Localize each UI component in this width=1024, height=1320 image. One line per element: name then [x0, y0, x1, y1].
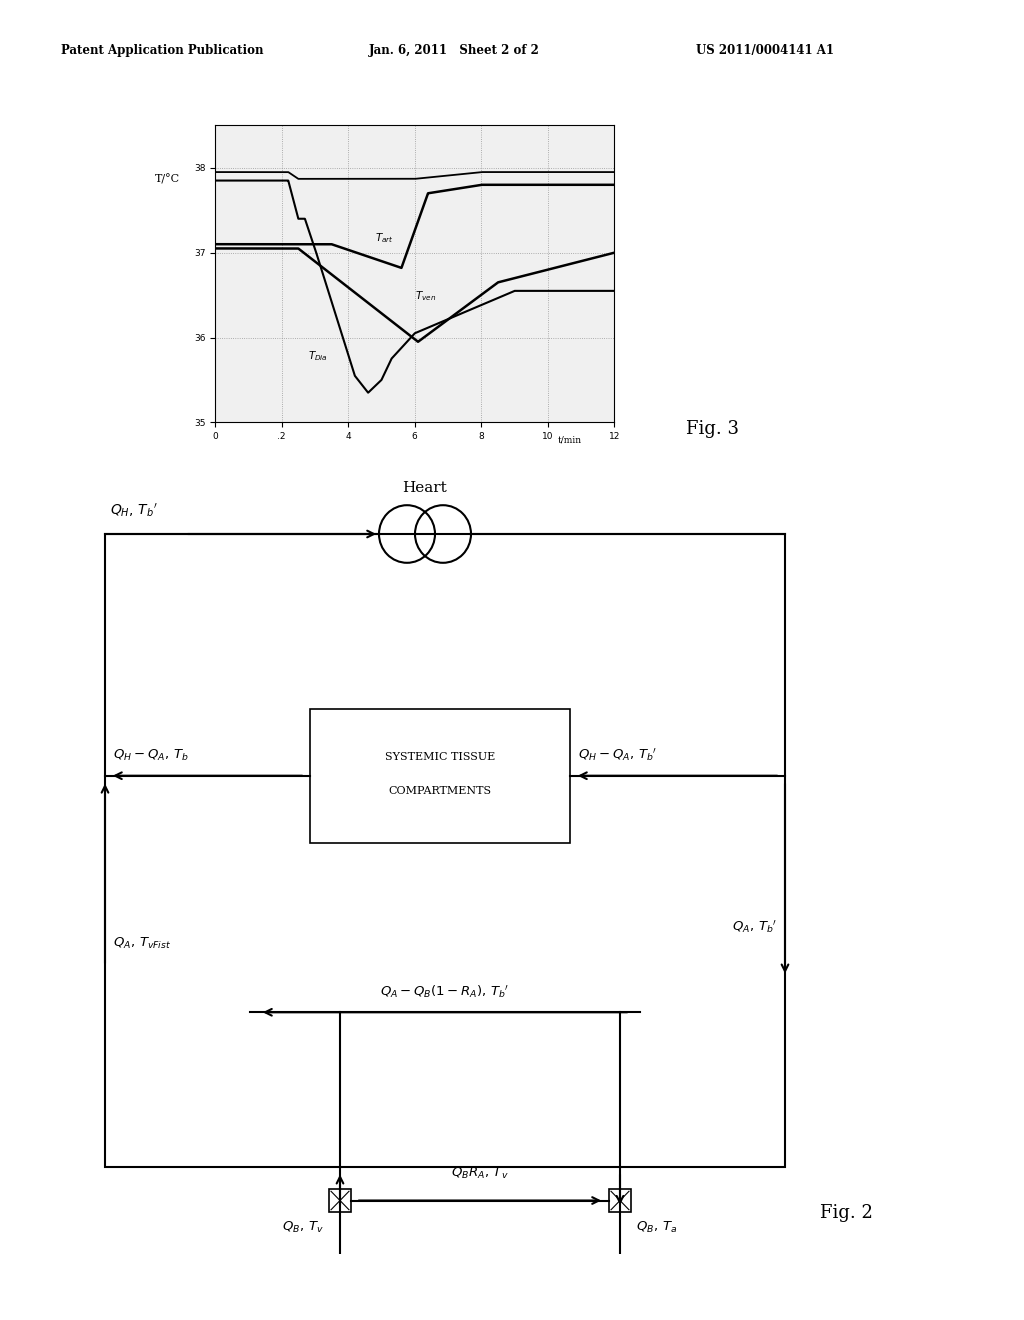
Text: $Q_A,\,T_{vFist}$: $Q_A,\,T_{vFist}$ [113, 936, 171, 950]
Text: T/°C: T/°C [155, 174, 179, 183]
Text: t/min: t/min [558, 436, 582, 444]
Text: $T_{Dia}$: $T_{Dia}$ [308, 348, 328, 363]
Bar [105, 535, 785, 1167]
Text: SYSTEMIC TISSUE: SYSTEMIC TISSUE [385, 752, 496, 762]
Bar [310, 709, 570, 842]
Text: $Q_H - Q_A,\,T_b$: $Q_H - Q_A,\,T_b$ [113, 748, 188, 763]
Text: Patent Application Publication: Patent Application Publication [61, 45, 264, 57]
Text: $T_{ven}$: $T_{ven}$ [415, 289, 436, 304]
Text: $Q_H - Q_A,\,T_b{}'$: $Q_H - Q_A,\,T_b{}'$ [578, 747, 657, 763]
Text: $Q_B R_A,\,T_v$: $Q_B R_A,\,T_v$ [452, 1166, 509, 1181]
Bar [329, 1189, 351, 1212]
Text: Heart: Heart [402, 480, 447, 495]
Text: COMPARTMENTS: COMPARTMENTS [388, 787, 492, 796]
Text: $Q_B,\,T_a$: $Q_B,\,T_a$ [636, 1220, 677, 1236]
Text: Jan. 6, 2011   Sheet 2 of 2: Jan. 6, 2011 Sheet 2 of 2 [369, 45, 540, 57]
Text: Fig. 2: Fig. 2 [820, 1204, 872, 1222]
Text: US 2011/0004141 A1: US 2011/0004141 A1 [696, 45, 835, 57]
Text: $Q_A - Q_B(1-R_A),\,T_b{}'$: $Q_A - Q_B(1-R_A),\,T_b{}'$ [380, 983, 510, 1001]
Text: $T_{art}$: $T_{art}$ [375, 231, 393, 246]
Text: Fig. 3: Fig. 3 [686, 420, 739, 438]
Bar [609, 1189, 631, 1212]
Text: $Q_H,\,T_b{}'$: $Q_H,\,T_b{}'$ [110, 502, 158, 519]
Text: $Q_B,\,T_v$: $Q_B,\,T_v$ [283, 1220, 324, 1236]
Text: $Q_A,\,T_b{}'$: $Q_A,\,T_b{}'$ [732, 919, 777, 935]
